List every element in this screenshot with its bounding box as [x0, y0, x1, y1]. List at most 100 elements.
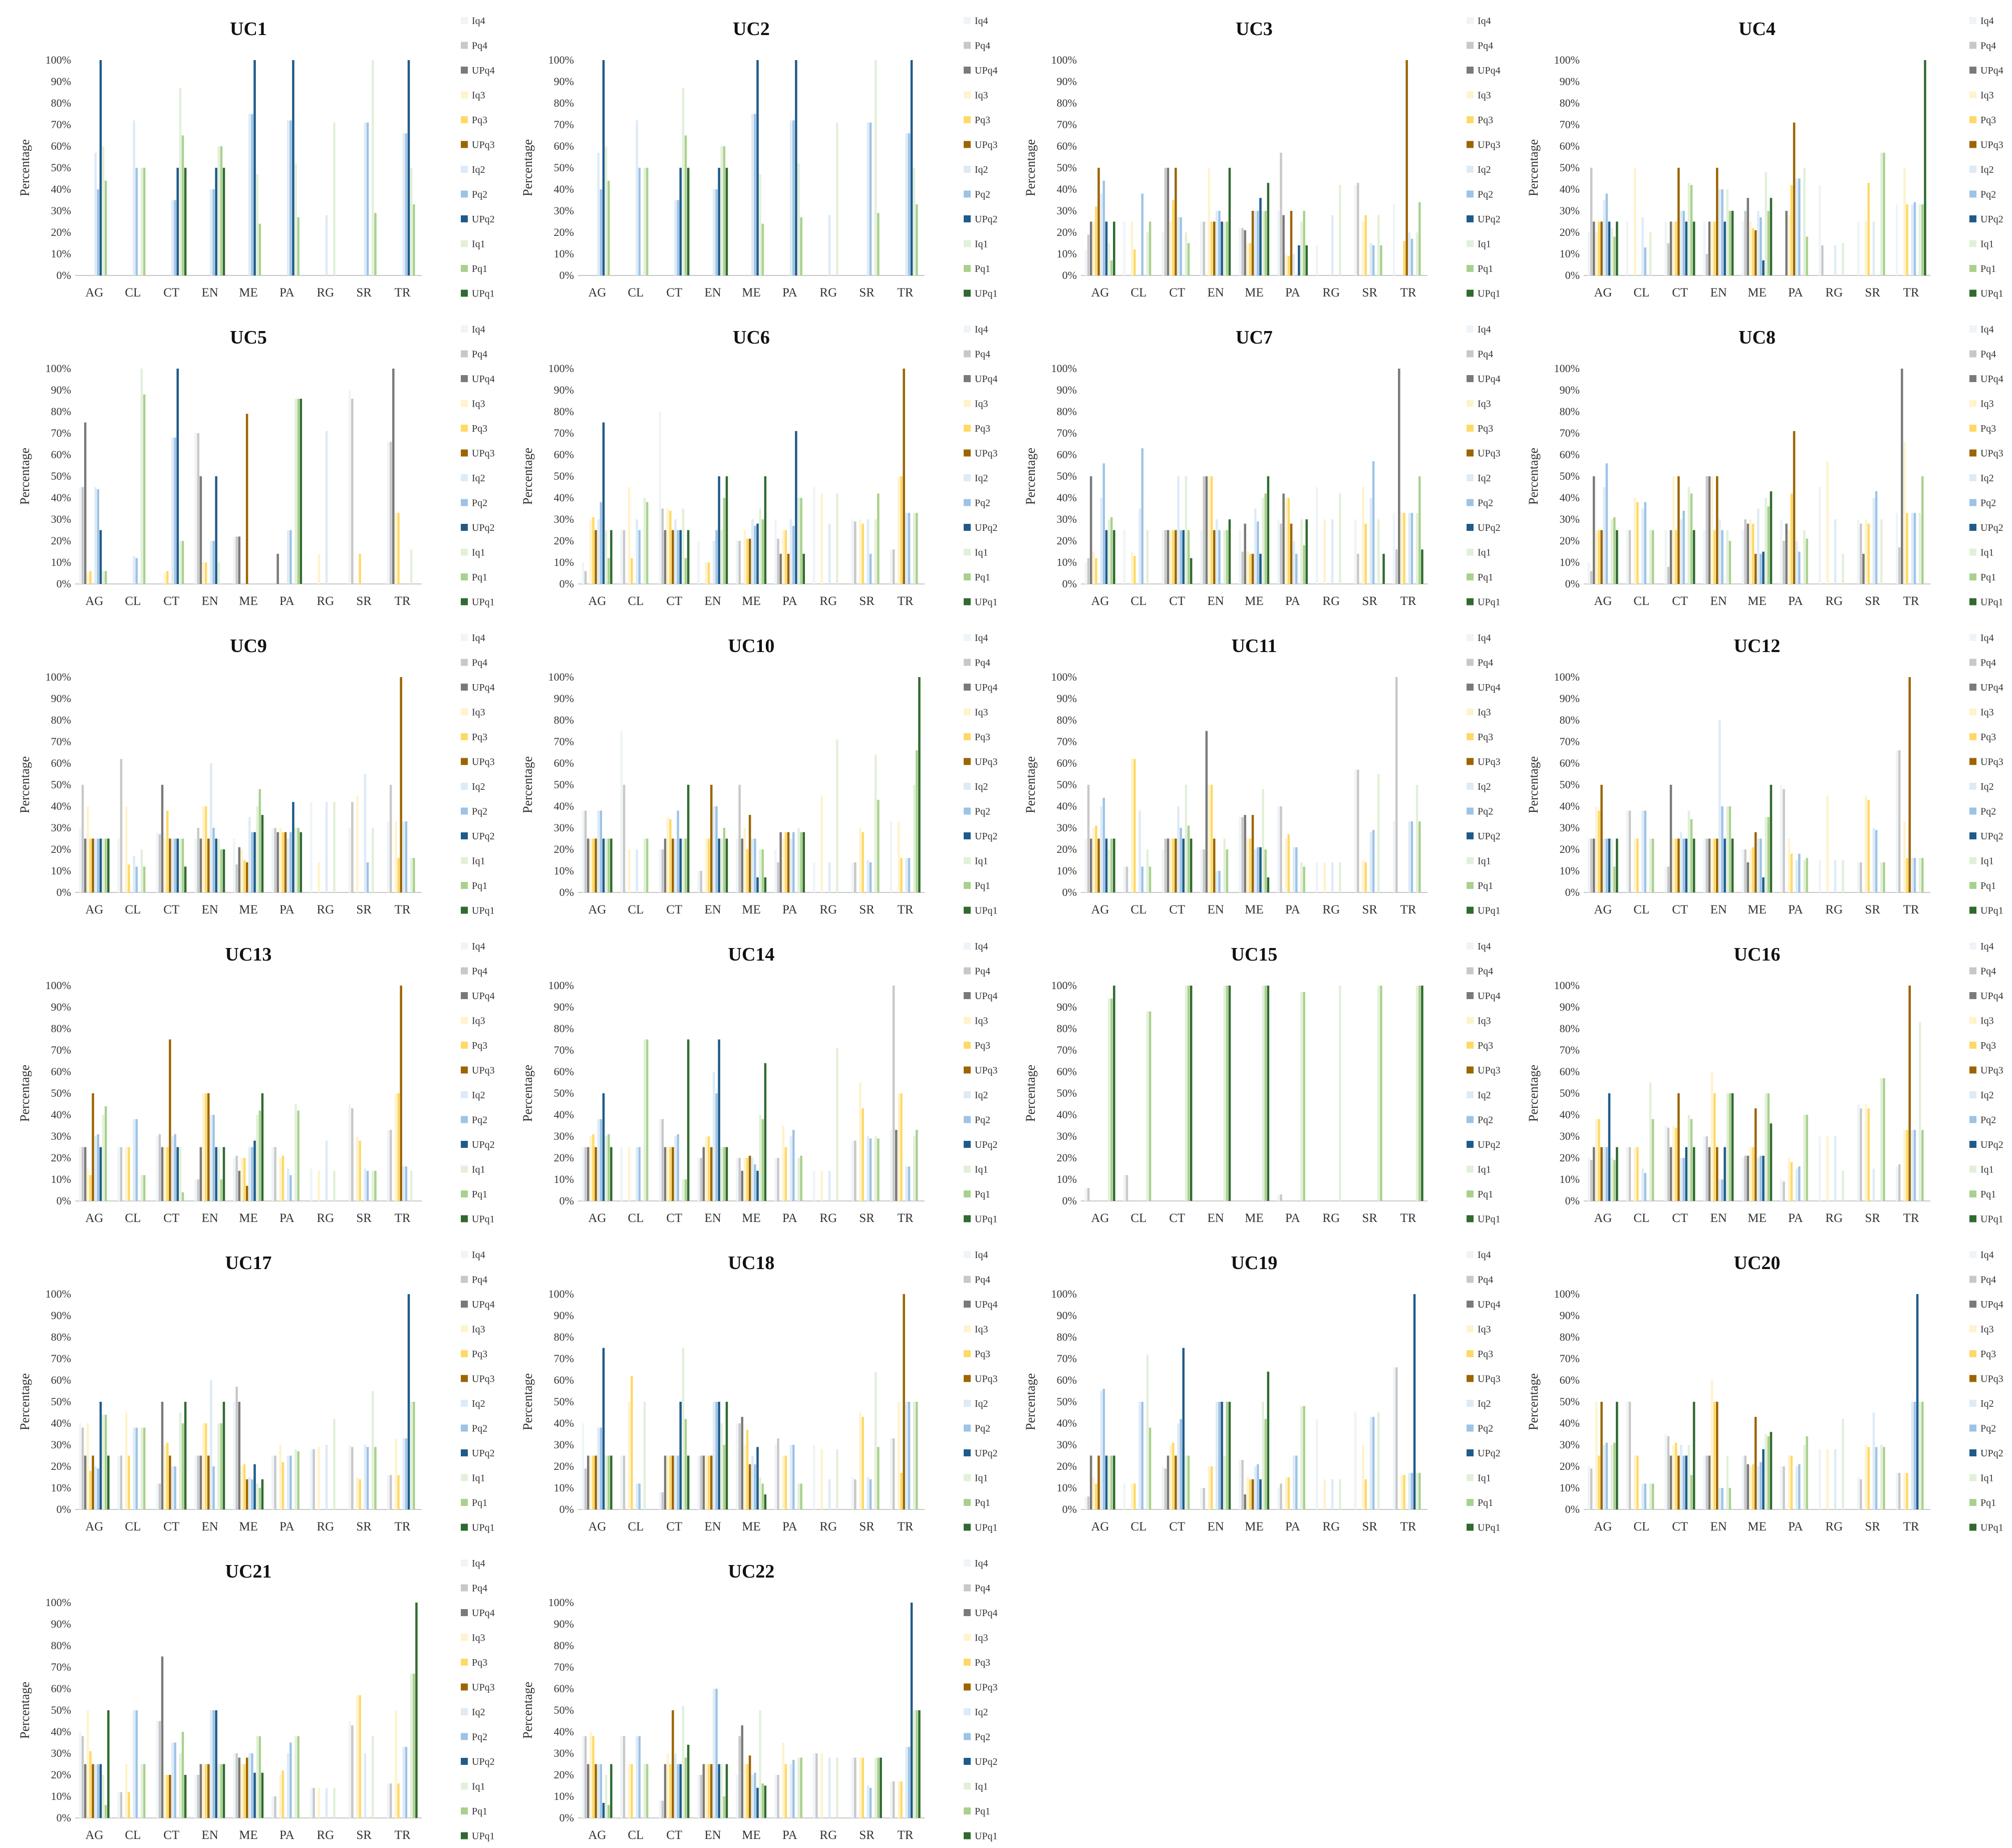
legend-label: UPq2 [1980, 522, 2003, 533]
bar-upq1 [687, 1455, 690, 1509]
x-tick-label: ME [239, 1211, 258, 1225]
bar-pq2 [1682, 838, 1685, 892]
bar-pq1 [143, 168, 146, 275]
x-tick-label: CL [628, 1211, 644, 1225]
bar-iq1 [179, 1412, 182, 1509]
bar-pq4 [1705, 838, 1708, 892]
bar-upq2 [215, 476, 217, 584]
bar-iq1 [295, 1449, 297, 1509]
bar-pq3 [128, 864, 130, 892]
bar-iq1 [1649, 838, 1652, 892]
legend-label: UPq4 [1980, 1299, 2003, 1310]
x-tick-label: SR [356, 1828, 372, 1842]
bar-upq1 [184, 866, 187, 892]
bar-pq2 [715, 1689, 718, 1818]
legend-swatch [461, 1042, 468, 1049]
bar-pq1 [1226, 849, 1229, 892]
bar-pq2 [1913, 858, 1916, 892]
bar-iq2 [713, 1689, 715, 1818]
y-tick-label: 60% [51, 1682, 71, 1695]
legend-swatch [1969, 832, 1976, 839]
bar-iq3 [1595, 806, 1598, 892]
bar-pq2 [715, 1093, 718, 1201]
x-tick-label: AG [588, 1211, 606, 1225]
bar-upq4 [1244, 230, 1247, 275]
legend-label: Pq4 [1478, 658, 1493, 669]
legend-swatch [461, 1066, 468, 1074]
bar-iq4 [697, 1455, 700, 1509]
bar-upq3 [1405, 60, 1408, 275]
y-tick-label: 20% [51, 534, 71, 547]
bar-iq4 [659, 1492, 661, 1509]
x-tick-label: CL [125, 594, 141, 608]
bar-pq2 [212, 1710, 215, 1818]
legend-label: UPq4 [1478, 682, 1501, 693]
bar-pq1 [1921, 204, 1924, 275]
bar-iq1 [333, 122, 336, 275]
bar-pq1 [258, 1488, 261, 1509]
chart-panel: UC15Percentage0%10%20%30%40%50%60%70%80%… [1023, 941, 1501, 1225]
chart-panel: UC1Percentage0%10%20%30%40%50%60%70%80%9… [18, 16, 495, 299]
y-tick-label: 100% [46, 54, 71, 66]
bar-pq2 [908, 1747, 911, 1818]
bar-iq4 [156, 1136, 158, 1201]
bar-iq3 [1092, 828, 1095, 892]
chart-panel: UC6Percentage0%10%20%30%40%50%60%70%80%9… [520, 324, 998, 608]
bar-upq4 [1708, 1455, 1711, 1509]
bar-pq2 [1913, 202, 1916, 275]
bar-iq1 [102, 838, 105, 892]
bar-iq4 [271, 1147, 274, 1201]
bar-pq1 [1226, 221, 1229, 275]
bar-pq3 [1598, 1119, 1600, 1201]
legend-label: Pq4 [472, 349, 487, 360]
bar-iq1 [875, 60, 877, 275]
y-tick-label: 90% [1057, 384, 1077, 396]
bar-pq1 [143, 866, 146, 892]
y-tick-label: 40% [1560, 491, 1580, 504]
bar-upq2 [602, 1802, 605, 1818]
legend-swatch [461, 1325, 468, 1333]
x-tick-label: CL [1130, 1211, 1146, 1225]
bar-pq2 [677, 1764, 679, 1818]
y-tick-label: 0% [559, 886, 574, 898]
bar-pq1 [220, 1179, 223, 1201]
legend-label: Pq3 [975, 1657, 990, 1668]
y-tick-label: 10% [51, 1790, 71, 1802]
bar-iq3 [163, 573, 166, 584]
bar-upq4 [276, 553, 279, 584]
legend-label: UPq3 [472, 1374, 495, 1385]
legend-swatch [1467, 1350, 1474, 1357]
bar-iq2 [597, 810, 600, 892]
x-tick-label: RG [317, 903, 334, 916]
legend-swatch [964, 1499, 971, 1506]
bar-iq1 [1687, 487, 1690, 584]
legend-swatch [461, 684, 468, 691]
bar-iq2 [867, 1785, 870, 1818]
y-tick-label: 100% [1051, 671, 1077, 683]
legend-swatch [1467, 1325, 1474, 1333]
legend-swatch [1969, 1375, 1976, 1382]
x-tick-label: ME [239, 1520, 258, 1533]
bar-iq1 [682, 1706, 685, 1818]
legend-label: UPq1 [1980, 905, 2003, 916]
legend-label: Iq4 [1478, 324, 1491, 335]
bar-pq2 [97, 1764, 100, 1818]
bar-upq3 [284, 832, 287, 892]
x-tick-label: TR [395, 903, 411, 916]
bar-iq3 [125, 1412, 128, 1509]
bar-iq1 [217, 146, 220, 275]
legend-swatch [964, 1301, 971, 1308]
bar-pq4 [197, 1179, 200, 1201]
legend-label: UPq3 [1980, 1065, 2003, 1076]
bar-iq3 [125, 806, 128, 892]
y-tick-label: 20% [1057, 843, 1077, 855]
legend-label: Iq4 [472, 941, 485, 952]
bar-upq3 [207, 1093, 210, 1201]
bar-upq1 [764, 1494, 767, 1509]
bar-pq1 [258, 223, 261, 275]
x-tick-label: ME [239, 903, 258, 916]
bar-upq1 [1113, 838, 1115, 892]
bar-upq1 [764, 1063, 767, 1201]
bar-iq2 [1216, 519, 1218, 584]
legend-swatch [964, 1523, 971, 1531]
